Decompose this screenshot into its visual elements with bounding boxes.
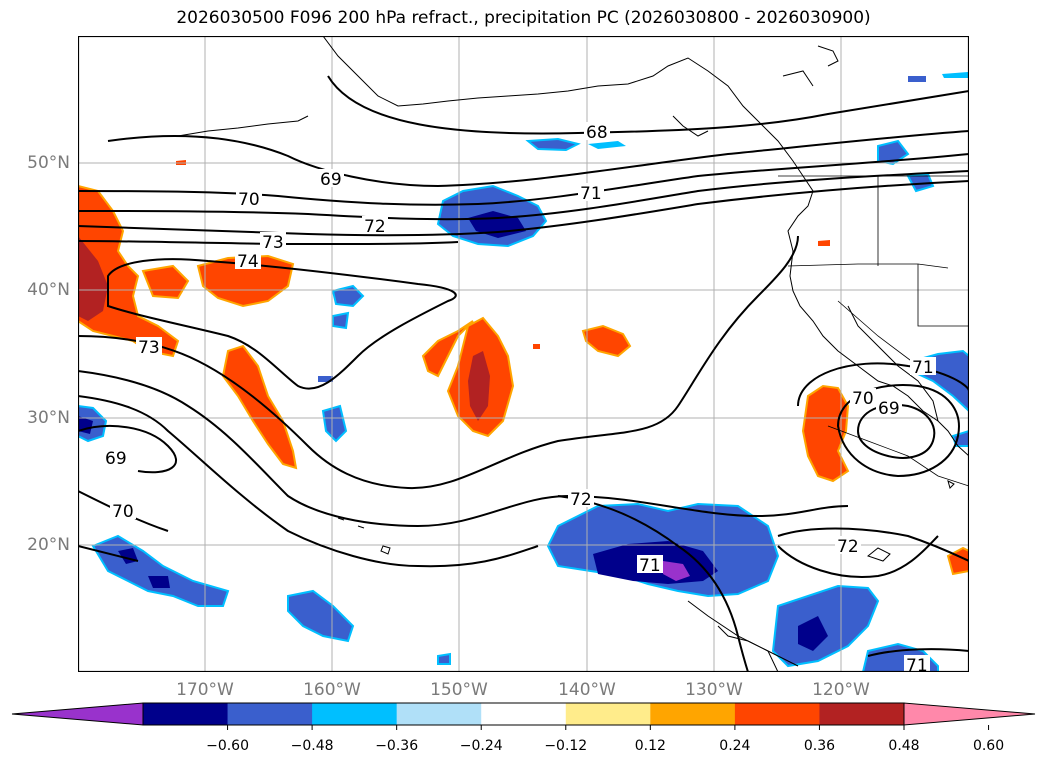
colorbar-tick-label: −0.60 — [206, 738, 249, 754]
map-canvas: 68 69 70 71 72 73 74 73 69 70 72 71 70 — [78, 36, 969, 672]
contour-label: 69 — [320, 170, 342, 190]
colorbar-tick-label: −0.36 — [375, 738, 419, 754]
contour-label: 70 — [112, 502, 134, 522]
contour-label: 71 — [912, 358, 934, 378]
lon-label-130w: 130°W — [685, 680, 743, 700]
colorbar-segment — [396, 703, 482, 725]
lon-label-150w: 150°W — [430, 680, 488, 700]
lon-label-140w: 140°W — [558, 680, 616, 700]
lon-label-120w: 120°W — [812, 680, 870, 700]
contour-label: 71 — [580, 184, 602, 204]
colorbar-segment — [227, 703, 313, 725]
contour-label: 68 — [586, 123, 608, 143]
contour-label: 69 — [878, 399, 900, 419]
lon-label-160w: 160°W — [303, 680, 361, 700]
contour-label: 72 — [837, 537, 859, 557]
map-title: 2026030500 F096 200 hPa refract., precip… — [176, 8, 871, 28]
contour-label: 71 — [906, 656, 928, 672]
colorbar-tick-label: 0.60 — [972, 738, 1005, 754]
lon-label-170w: 170°W — [176, 680, 234, 700]
colorbar-tick-label: −0.48 — [290, 738, 334, 754]
contour-label: 72 — [364, 217, 386, 237]
colorbar-segment — [481, 703, 567, 725]
colorbar-tick-label: 0.24 — [719, 738, 751, 754]
contour-label: 69 — [105, 449, 127, 469]
contour-label: 71 — [639, 556, 661, 576]
map-panel: 68 69 70 71 72 73 74 73 69 70 72 71 70 — [78, 36, 969, 672]
lat-label-50n: 50°N — [27, 153, 70, 173]
colorbar — [11, 702, 1036, 730]
colorbar-segment — [650, 703, 736, 725]
colorbar-segment — [143, 703, 229, 725]
lat-label-40n: 40°N — [27, 280, 70, 300]
contour-label: 70 — [238, 190, 260, 210]
contour-label: 73 — [138, 338, 160, 358]
contour-label: 74 — [237, 252, 259, 272]
refractivity-contours — [78, 75, 969, 672]
contour-label-group: 68 69 70 71 72 73 74 73 69 70 72 71 70 — [103, 122, 936, 672]
contour-label: 73 — [262, 233, 284, 253]
colorbar-segment — [734, 703, 820, 725]
colorbar-min-extend — [11, 702, 144, 726]
colorbar-max-extend — [903, 702, 1036, 726]
lat-label-30n: 30°N — [27, 408, 70, 428]
colorbar-tick-label: 0.12 — [634, 738, 666, 754]
colorbar-tick-label: 0.48 — [888, 738, 920, 754]
lat-label-20n: 20°N — [27, 535, 70, 555]
colorbar-tick-label: 0.36 — [803, 738, 836, 754]
colorbar-tick-label: −0.24 — [459, 738, 503, 754]
contour-label: 72 — [570, 490, 592, 510]
contour-label: 70 — [852, 389, 874, 409]
coastlines — [177, 36, 969, 672]
colorbar-tick-label: −0.12 — [544, 738, 588, 754]
colorbar-segment — [565, 703, 651, 725]
colorbar-segment — [312, 703, 398, 725]
colorbar-segment — [819, 703, 905, 725]
